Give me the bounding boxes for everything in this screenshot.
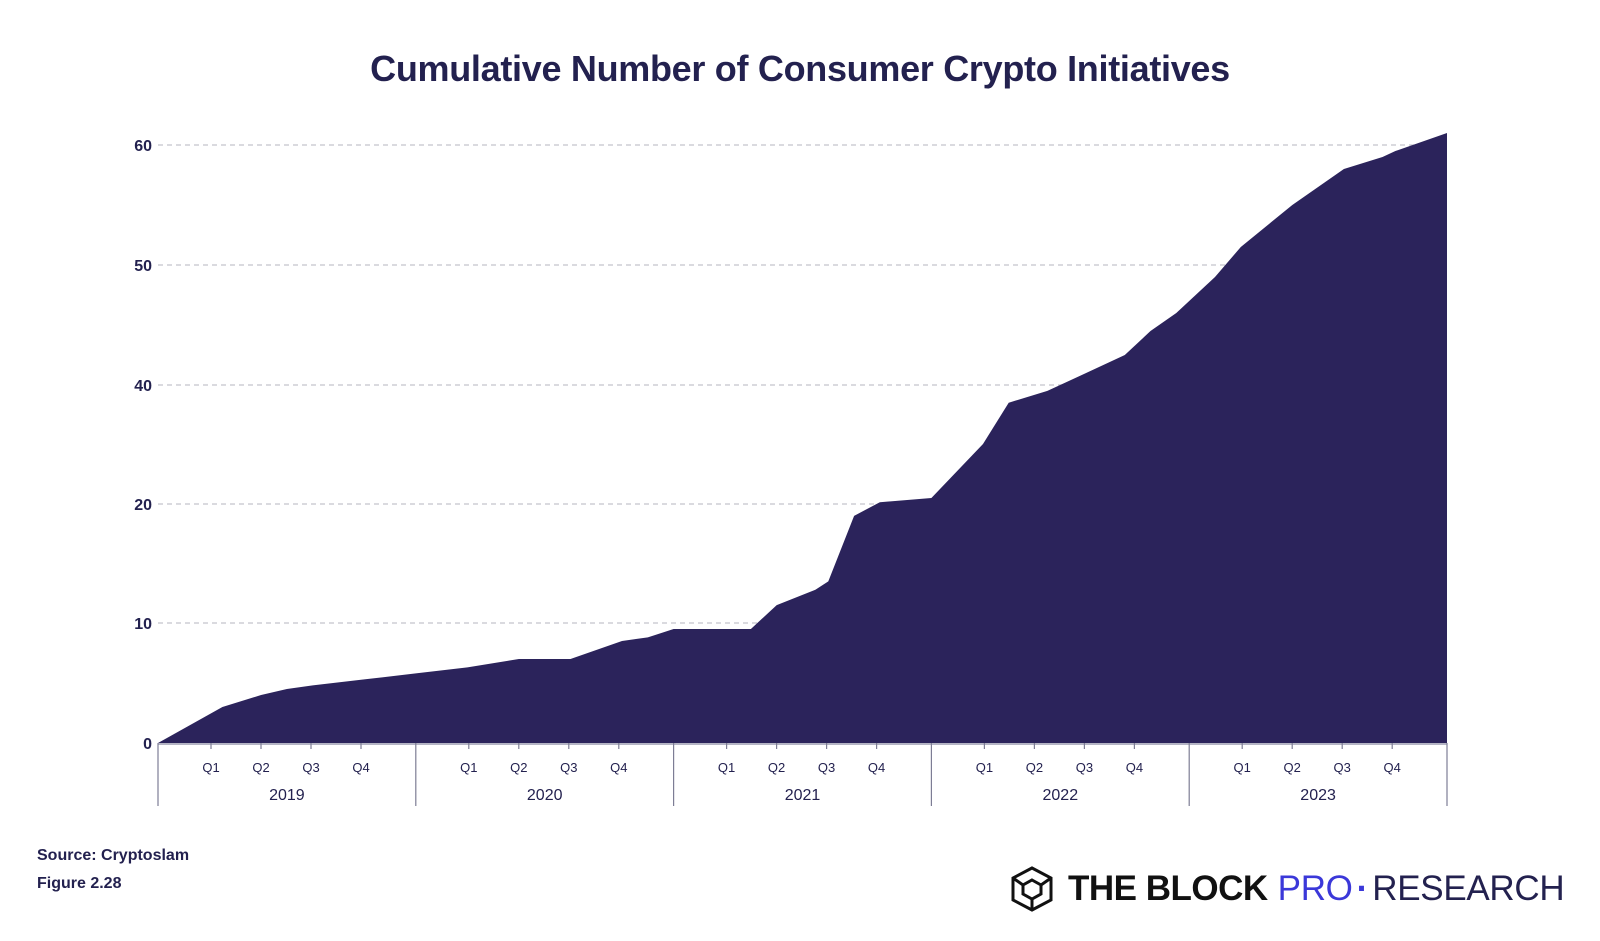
y-tick-label-0: 0 [143,736,152,753]
y-tick-label-40: 40 [134,378,152,395]
quarter-label-2023-Q4: Q4 [1384,760,1401,775]
brand-separator: · [1356,869,1369,908]
quarter-label-2023-Q2: Q2 [1284,760,1301,775]
y-tick-label-50: 50 [134,258,152,275]
quarter-label-2022-Q4: Q4 [1126,760,1143,775]
year-label-2022: 2022 [1043,787,1079,804]
quarter-label-2020-Q1: Q1 [460,760,477,775]
y-tick-label-10: 10 [134,616,152,633]
source-note: Source: Cryptoslam [37,847,190,864]
y-tick-label-20: 20 [134,497,152,514]
figure-number: Figure 2.28 [37,875,122,892]
x-axis: Q1 Q2 Q3 Q4 2019 Q1 Q2 Q3 Q4 2020 Q1 Q2 Q3 Q4 2021 Q1 Q2… [157,743,1448,806]
cube-logo-icon [1011,866,1053,912]
y-tick-label-60: 60 [134,138,152,155]
brand-research: RESEARCH [1372,869,1565,908]
quarter-label-2022-Q2: Q2 [1026,760,1043,775]
chart-title: Cumulative Number of Consumer Crypto Ini… [370,48,1230,89]
quarter-label-2020-Q4: Q4 [610,760,627,775]
quarter-label-2019-Q2: Q2 [252,760,269,775]
quarter-label-2023-Q3: Q3 [1334,760,1351,775]
quarter-label-2021-Q4: Q4 [868,760,885,775]
quarter-label-2021-Q3: Q3 [818,760,835,775]
quarter-label-2019-Q4: Q4 [352,760,369,775]
brand-name: THE BLOCK [1068,869,1268,908]
quarter-label-2019-Q3: Q3 [302,760,319,775]
area-series [158,133,1447,743]
quarter-label-2023-Q1: Q1 [1234,760,1251,775]
quarter-label-2020-Q2: Q2 [510,760,527,775]
quarter-label-2022-Q1: Q1 [976,760,993,775]
year-label-2023: 2023 [1300,787,1336,804]
quarter-label-2020-Q3: Q3 [560,760,577,775]
brand-logo-lockup: THE BLOCK PRO · RESEARCH [1010,866,1565,912]
y-axis: 0 10 20 40 50 60 [134,138,152,753]
year-label-2019: 2019 [269,787,305,804]
year-label-2021: 2021 [785,787,821,804]
quarter-label-2021-Q1: Q1 [718,760,735,775]
brand-pro: PRO [1277,869,1353,908]
quarter-label-2022-Q3: Q3 [1076,760,1093,775]
year-label-2020: 2020 [527,787,563,804]
quarter-label-2021-Q2: Q2 [768,760,785,775]
quarter-label-2019-Q1: Q1 [202,760,219,775]
area-layer [158,133,1447,743]
